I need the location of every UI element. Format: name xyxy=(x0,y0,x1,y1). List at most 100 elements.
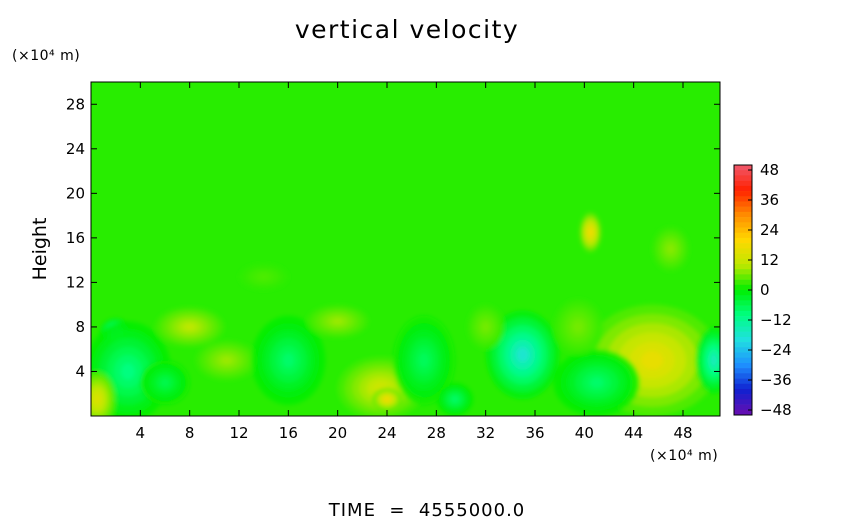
colorbar-cell xyxy=(734,336,752,343)
colorbar-cell xyxy=(734,326,752,332)
colorbar-cell xyxy=(734,170,752,176)
contour-feature xyxy=(485,310,560,400)
x-tick-label: 12 xyxy=(229,424,248,442)
x-axis-ticks: 4 8 12 16 20 24 28 32 36 40 44 48 xyxy=(136,82,693,442)
colorbar-cell xyxy=(734,368,752,374)
x-tick-label: 28 xyxy=(427,424,446,442)
colorbar-cell xyxy=(734,399,752,405)
contour-level xyxy=(332,318,343,325)
y-tick-label: 4 xyxy=(75,362,85,380)
y-tick-label: 24 xyxy=(66,140,85,158)
contour-feature xyxy=(695,326,720,394)
contour-feature xyxy=(579,212,602,253)
x-tick-label: 44 xyxy=(624,424,643,442)
colorbar-cell xyxy=(734,196,752,202)
chart-title: vertical velocity xyxy=(295,15,519,44)
plot-frame xyxy=(90,81,721,417)
colorbar-cell xyxy=(734,232,752,239)
colorbar-cell xyxy=(734,357,752,364)
colorbar-cell xyxy=(734,269,752,275)
x-axis-units: (×10⁴ m) xyxy=(650,448,718,464)
y-axis-label: Height xyxy=(29,218,51,281)
colorbar-cell xyxy=(734,300,752,306)
colorbar-cell xyxy=(734,180,752,187)
contour-level xyxy=(282,352,295,368)
colorbar-cell xyxy=(734,263,752,270)
contour-feature xyxy=(584,304,720,416)
contour-level xyxy=(516,347,529,363)
contour-level xyxy=(160,378,170,387)
x-tick-label: 48 xyxy=(673,424,692,442)
contour-feature xyxy=(436,382,474,416)
x-tick-label: 8 xyxy=(185,424,195,442)
contour-level xyxy=(120,363,136,380)
contour-level xyxy=(667,245,674,253)
contour-feature xyxy=(393,315,455,405)
contour-feature xyxy=(306,304,369,339)
colorbar-cell xyxy=(734,248,752,254)
colorbar-cell xyxy=(734,373,752,379)
colorbar-cell xyxy=(734,362,752,369)
colorbar-cell xyxy=(734,274,752,280)
contour-level xyxy=(482,323,489,331)
colorbar-cell xyxy=(734,253,752,260)
colorbar-cell xyxy=(734,290,752,296)
contour-feature xyxy=(553,299,603,355)
plot-area xyxy=(91,82,720,416)
contour-level xyxy=(451,396,458,403)
x-tick-label: 20 xyxy=(328,424,347,442)
colorbar-cell xyxy=(734,243,752,249)
y-tick-label: 12 xyxy=(66,273,85,291)
colorbar-cell xyxy=(734,342,752,348)
colorbar-cell xyxy=(734,279,752,286)
colorbar-cell xyxy=(734,175,752,181)
colorbar-tick-label: 12 xyxy=(760,251,779,269)
y-tick-label: 28 xyxy=(66,95,85,113)
contour-feature xyxy=(553,349,640,416)
colorbar-cell xyxy=(734,388,752,395)
colorbar-cell xyxy=(734,201,752,207)
contour-feature xyxy=(652,226,690,272)
colorbar-tick-label: −24 xyxy=(760,341,792,359)
colorbar-cell xyxy=(734,222,752,228)
time-label: TIME = 4555000.0 xyxy=(328,500,526,519)
colorbar-cell xyxy=(734,284,752,291)
contour-level xyxy=(259,274,268,280)
colorbar-cell xyxy=(734,227,752,234)
colorbar-cell xyxy=(734,191,752,197)
contour-feature xyxy=(140,360,190,405)
colorbar-cell xyxy=(734,404,752,411)
contour-level xyxy=(589,377,604,389)
colorbar-cell xyxy=(734,258,752,265)
contour-level xyxy=(94,394,101,404)
contour-feature xyxy=(238,263,289,291)
contour-level xyxy=(640,351,664,370)
colorbar-cell xyxy=(734,185,752,192)
colorbar-cell xyxy=(734,211,752,218)
x-tick-label: 40 xyxy=(575,424,594,442)
colorbar-cell xyxy=(734,383,752,390)
colorbar-cell xyxy=(734,378,752,385)
colorbar-cell xyxy=(734,217,752,223)
colorbar-cell xyxy=(734,321,752,327)
colorbar-tick-label: −48 xyxy=(760,401,792,419)
contour-level xyxy=(710,354,717,366)
colorbar-cell xyxy=(734,331,752,338)
colorbar-cell xyxy=(734,237,752,244)
x-tick-label: 16 xyxy=(279,424,298,442)
x-tick-label: 4 xyxy=(136,424,146,442)
y-tick-label: 8 xyxy=(75,318,85,336)
colorbar-cell xyxy=(734,305,752,312)
colorbar-cell xyxy=(734,295,752,301)
contour-feature xyxy=(155,306,225,347)
colorbar-cell xyxy=(734,352,752,359)
colorbar-tick-label: −12 xyxy=(760,311,792,329)
contour-feature xyxy=(467,304,505,350)
colorbar-cell xyxy=(734,409,752,416)
contour-level xyxy=(418,352,430,368)
colorbar-tick-label: 0 xyxy=(760,281,770,299)
contour-level xyxy=(183,323,196,331)
colorbar-cell xyxy=(734,206,752,213)
contour-feature xyxy=(91,371,116,416)
